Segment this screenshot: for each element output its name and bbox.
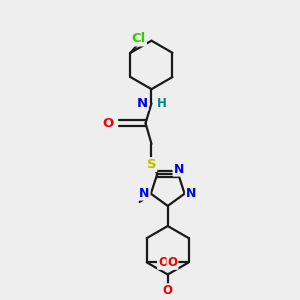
Text: Cl: Cl [132, 32, 146, 45]
Text: N: N [174, 163, 184, 176]
Text: N: N [139, 187, 150, 200]
Text: H: H [157, 97, 167, 110]
Text: N: N [186, 187, 196, 200]
Text: O: O [167, 256, 178, 269]
Text: O: O [158, 256, 168, 269]
Text: O: O [102, 117, 114, 130]
Text: N: N [136, 97, 148, 110]
Text: O: O [163, 284, 173, 297]
Text: S: S [147, 158, 156, 171]
